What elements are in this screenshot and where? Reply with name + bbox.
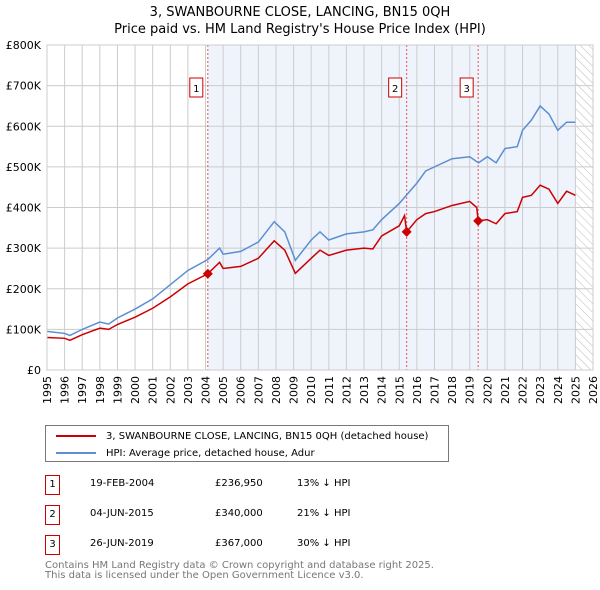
sale-hpi-diff: 13% ↓ HPI (297, 478, 351, 489)
x-tick-label: 2008 (270, 376, 283, 404)
footer-licence: This data is licensed under the Open Gov… (45, 570, 364, 581)
legend-swatch-red (56, 435, 96, 437)
sale-date: 19-FEB-2004 (90, 478, 155, 489)
sale-point (401, 226, 412, 237)
x-tick-label: 2006 (235, 376, 248, 404)
legend-swatch-blue (56, 452, 96, 454)
sale-number: 2 (45, 505, 60, 525)
x-tick-label: 2025 (569, 376, 582, 404)
x-tick-label: 2021 (499, 376, 512, 404)
x-tick-label: 2019 (464, 376, 477, 404)
y-tick-label: £700K (6, 80, 42, 93)
x-tick-label: 2000 (129, 376, 142, 404)
sale-marker-label: 1 (193, 84, 199, 95)
sale-date: 26-JUN-2019 (90, 538, 154, 549)
x-tick-label: 2014 (376, 376, 389, 404)
x-tick-label: 1998 (94, 376, 107, 404)
x-tick-label: 2016 (411, 376, 424, 404)
x-tick-label: 2017 (428, 376, 441, 404)
plot-border (46, 44, 594, 371)
sale-row: 3 26-JUN-2019 £367,000 30% ↓ HPI (45, 535, 465, 555)
legend-item-hpi: HPI: Average price, detached house, Adur (56, 446, 315, 460)
sale-point (473, 215, 484, 226)
x-tick-label: 2009 (288, 376, 301, 404)
sale-marker-box (459, 77, 474, 98)
footer-copyright: Contains HM Land Registry data © Crown c… (45, 560, 434, 571)
series-line (46, 184, 576, 342)
x-tick-label: 1999 (111, 376, 124, 404)
sale-marker-box (189, 77, 204, 98)
sale-marker-label: 3 (463, 84, 469, 95)
y-tick-label: £100K (6, 323, 42, 336)
sale-marker-box (388, 77, 403, 98)
sale-hpi-diff: 30% ↓ HPI (297, 538, 351, 549)
y-tick-label: £600K (6, 120, 42, 133)
sale-number: 1 (45, 475, 60, 495)
x-tick-label: 2024 (552, 376, 565, 404)
x-tick-label: 2011 (323, 376, 336, 404)
x-tick-label: 2015 (393, 376, 406, 404)
x-tick-label: 2007 (252, 376, 265, 404)
x-tick-label: 2002 (164, 376, 177, 404)
sale-hpi-diff: 21% ↓ HPI (297, 508, 351, 519)
x-tick-label: 1995 (41, 376, 54, 404)
sale-price: £367,000 (215, 538, 263, 549)
x-tick-label: 2003 (182, 376, 195, 404)
legend-label: 3, SWANBOURNE CLOSE, LANCING, BN15 0QH (… (106, 430, 429, 442)
y-tick-label: £400K (6, 202, 42, 215)
x-tick-label: 2010 (305, 376, 318, 404)
x-tick-label: 2013 (358, 376, 371, 404)
sale-date: 04-JUN-2015 (90, 508, 154, 519)
x-tick-label: 1996 (59, 376, 72, 404)
chart-title: 3, SWANBOURNE CLOSE, LANCING, BN15 0QH (149, 5, 451, 20)
x-tick-label: 2004 (200, 376, 213, 404)
legend-item-property: 3, SWANBOURNE CLOSE, LANCING, BN15 0QH (… (56, 429, 428, 443)
legend-label: HPI: Average price, detached house, Adur (106, 447, 315, 459)
sale-price: £236,950 (215, 478, 263, 489)
y-tick-label: £800K (6, 39, 42, 52)
sale-row: 1 19-FEB-2004 £236,950 13% ↓ HPI (45, 475, 465, 495)
legend: 3, SWANBOURNE CLOSE, LANCING, BN15 0QH (… (45, 425, 449, 462)
sale-price: £340,000 (215, 508, 263, 519)
sale-marker-label: 2 (392, 84, 398, 95)
plot-area: 1995 1996 1997 1998 1999 2000 2001 2002 2003 2004… (6, 39, 600, 404)
x-tick-label: 2023 (534, 376, 547, 404)
x-tick-label: 2022 (517, 376, 530, 404)
y-tick-label: £500K (6, 161, 42, 174)
x-tick-label: 2001 (147, 376, 160, 404)
x-tick-label: 2005 (217, 376, 230, 404)
sale-number: 3 (45, 535, 60, 555)
chart-subtitle: Price paid vs. HM Land Registry's House … (114, 22, 486, 37)
sale-row: 2 04-JUN-2015 £340,000 21% ↓ HPI (45, 505, 465, 525)
y-tick-label: £200K (6, 283, 42, 296)
x-tick-label: 2012 (340, 376, 353, 404)
series-line (46, 104, 576, 337)
x-tick-label: 2018 (446, 376, 459, 404)
x-tick-label: 2026 (587, 376, 600, 404)
y-tick-label: £300K (6, 242, 42, 255)
sale-point (202, 268, 213, 279)
x-tick-label: 2020 (481, 376, 494, 404)
x-tick-label: 1997 (76, 376, 89, 404)
y-tick-label: £0 (27, 364, 41, 377)
